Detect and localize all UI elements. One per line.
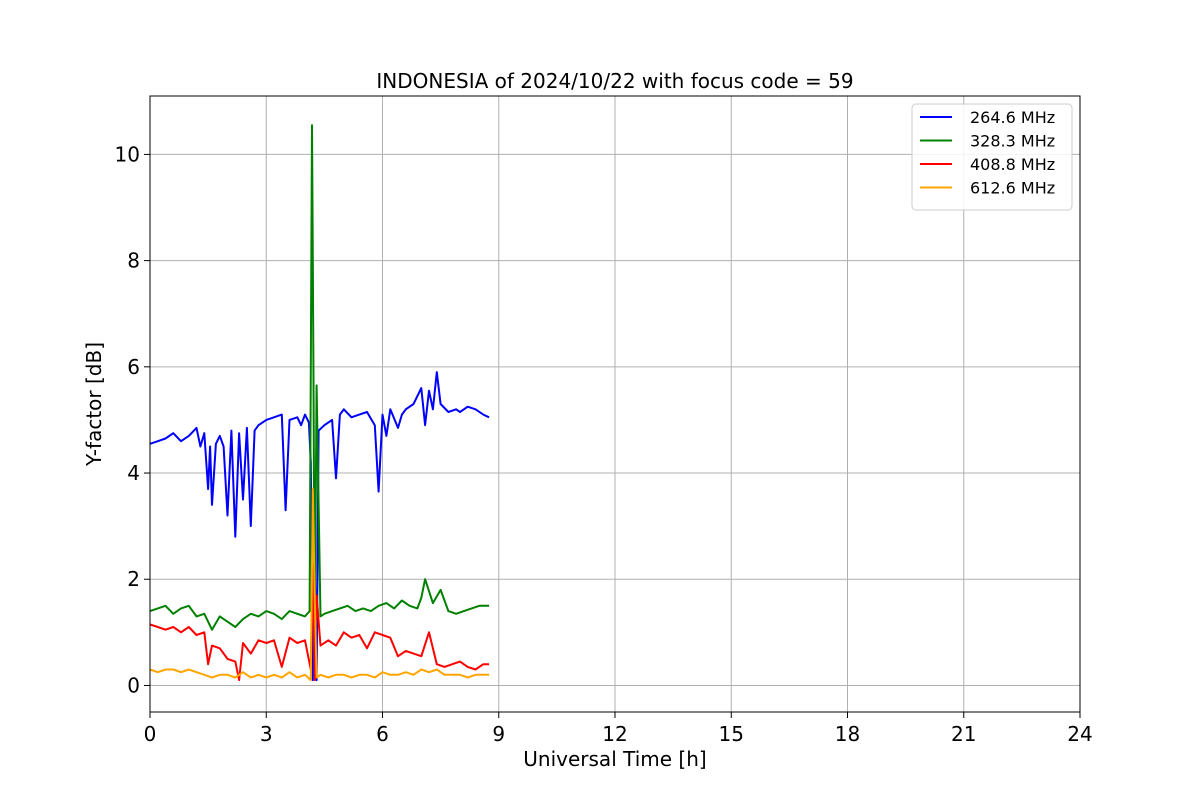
x-tick-label: 6	[376, 722, 389, 746]
x-tick-label: 3	[260, 722, 273, 746]
y-tick-label: 6	[127, 355, 140, 379]
legend: 264.6 MHz 328.3 MHz 408.8 MHz 612.6 MHz	[911, 103, 1073, 211]
x-tick-label: 24	[1067, 722, 1092, 746]
chart-title: INDONESIA of 2024/10/22 with focus code …	[376, 69, 853, 93]
x-tick-label: 15	[719, 722, 744, 746]
y-tick-label: 4	[127, 461, 140, 485]
legend-box	[911, 103, 1073, 211]
y-tick-label: 0	[127, 673, 140, 697]
legend-label: 328.3 MHz	[970, 132, 1055, 151]
series-line-328-3-mhz	[149, 124, 490, 644]
y-tick-label: 2	[127, 567, 140, 591]
y-tick-label: 8	[127, 249, 140, 273]
series-layer	[149, 124, 490, 682]
legend-label: 264.6 MHz	[970, 108, 1055, 127]
series-line-612-6-mhz	[149, 488, 490, 682]
x-tick-label: 9	[492, 722, 505, 746]
x-tick-label: 18	[835, 722, 860, 746]
legend-label: 612.6 MHz	[970, 179, 1055, 198]
x-axis-label: Universal Time [h]	[523, 747, 706, 771]
y-tick-label: 10	[115, 142, 140, 166]
x-tick-label: 21	[951, 722, 976, 746]
y-axis-label: Y-factor [dB]	[82, 342, 106, 467]
legend-label: 408.8 MHz	[970, 155, 1055, 174]
series-line-408-8-mhz	[149, 562, 490, 682]
x-tick-label: 0	[144, 722, 157, 746]
x-tick-label: 12	[602, 722, 627, 746]
